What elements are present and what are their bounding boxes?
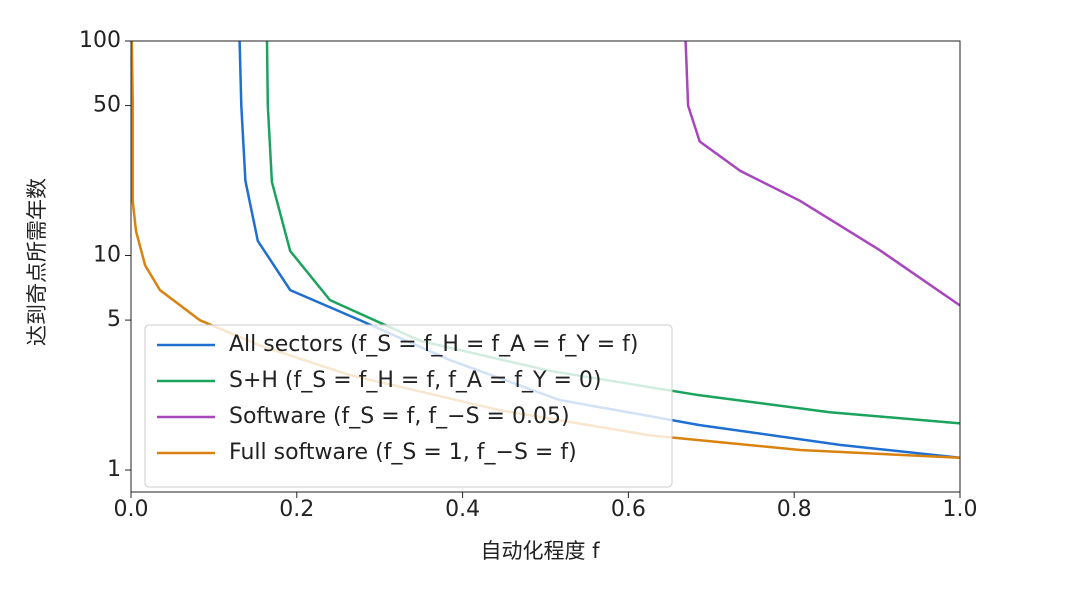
x-tick-label: 0.2 xyxy=(279,497,314,522)
x-tick-label: 0.6 xyxy=(611,497,646,522)
x-tick-label: 0.4 xyxy=(445,497,480,522)
y-tick-label: 10 xyxy=(93,243,121,268)
plot-frame xyxy=(130,40,961,493)
y-tick-label: 1 xyxy=(107,457,121,482)
y-tick-label: 50 xyxy=(93,93,121,118)
x-tick-label: 0.0 xyxy=(114,497,149,522)
legend-label: Software (f_S = f, f_−S = 0.05) xyxy=(229,404,570,429)
legend-label: Full software (f_S = 1, f_−S = f) xyxy=(229,440,577,465)
line xyxy=(684,41,960,307)
x-axis-label: 自动化程度 f xyxy=(480,539,600,563)
line xyxy=(238,41,960,460)
y-tick-label: 5 xyxy=(107,307,121,332)
legend-box xyxy=(144,324,673,488)
y-tick-label: 100 xyxy=(79,28,121,53)
line xyxy=(265,41,960,425)
y-axis-label: 达到奇点所需年数 xyxy=(25,178,49,346)
legend-label: S+H (f_S = f_H = f, f_A = f_Y = 0) xyxy=(229,368,602,393)
x-tick-label: 0.8 xyxy=(777,497,812,522)
x-tick-label: 1.0 xyxy=(943,497,978,522)
legend-label: All sectors (f_S = f_H = f_A = f_Y = f) xyxy=(229,332,639,357)
